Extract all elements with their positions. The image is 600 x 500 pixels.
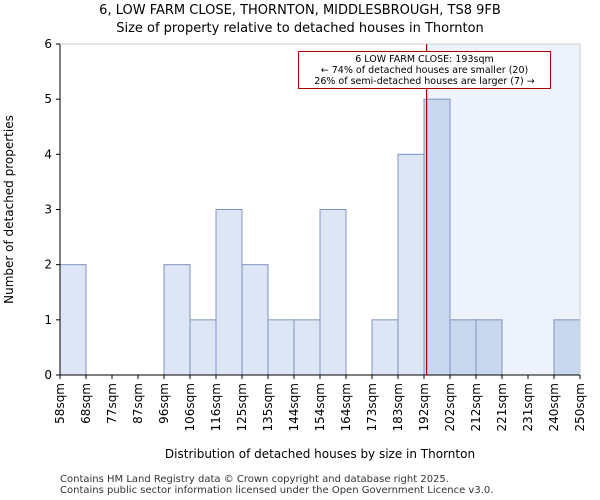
x-tick-label: 192sqm: [417, 383, 431, 431]
x-tick-label: 212sqm: [469, 383, 483, 431]
x-tick-label: 87sqm: [131, 383, 145, 424]
x-tick-label: 58sqm: [53, 383, 67, 424]
x-tick-label: 154sqm: [313, 383, 327, 431]
x-tick-label: 221sqm: [495, 383, 509, 431]
x-tick-label: 144sqm: [287, 383, 301, 431]
x-tick-label: 96sqm: [157, 383, 171, 424]
footer-copyright: Contains HM Land Registry data © Crown c…: [60, 474, 449, 485]
x-tick-label: 106sqm: [183, 383, 197, 431]
chart-title: 6, LOW FARM CLOSE, THORNTON, MIDDLESBROU…: [99, 3, 501, 18]
histogram-bar: [215, 209, 243, 376]
histogram-bar: [371, 319, 399, 376]
histogram-bar: [293, 319, 321, 376]
histogram-bar: [553, 319, 581, 376]
y-tick-label: 4: [44, 147, 52, 161]
annotation-line-2: ← 74% of detached houses are smaller (20…: [320, 65, 529, 76]
y-tick-label: 2: [44, 258, 52, 272]
x-tick-label: 240sqm: [547, 383, 561, 431]
y-axis-label: Number of detached properties: [2, 115, 16, 304]
histogram-bar: [59, 264, 87, 376]
x-tick-label: 250sqm: [573, 383, 587, 431]
x-axis-label: Distribution of detached houses by size …: [165, 447, 475, 461]
histogram-bar: [163, 264, 191, 376]
y-tick-label: 0: [44, 368, 52, 382]
x-tick-label: 135sqm: [261, 383, 275, 431]
x-tick-label: 183sqm: [391, 383, 405, 431]
property-annotation: 6 LOW FARM CLOSE: 193sqm ← 74% of detach…: [298, 51, 551, 89]
x-tick-label: 116sqm: [209, 383, 223, 431]
x-tick-label: 164sqm: [339, 383, 353, 431]
histogram-bar: [267, 319, 295, 376]
y-tick-label: 3: [44, 203, 52, 217]
footer-licence: Contains public sector information licen…: [60, 485, 494, 496]
y-tick-label: 5: [44, 92, 52, 106]
x-tick-label: 77sqm: [105, 383, 119, 424]
y-tick-label: 1: [44, 313, 52, 327]
chart-subtitle: Size of property relative to detached ho…: [116, 21, 484, 36]
x-tick-label: 68sqm: [79, 383, 93, 424]
histogram-bar: [319, 209, 347, 376]
histogram-bar: [475, 319, 503, 376]
y-tick-label: 6: [44, 37, 52, 51]
x-tick-label: 125sqm: [235, 383, 249, 431]
x-tick-label: 173sqm: [365, 383, 379, 431]
histogram-bar: [189, 319, 217, 376]
histogram-bar: [397, 153, 425, 376]
annotation-line-3: 26% of semi-detached houses are larger (…: [314, 76, 535, 87]
x-tick-label: 202sqm: [443, 383, 457, 431]
histogram-bar: [449, 319, 477, 376]
histogram-bar: [241, 264, 269, 376]
x-tick-label: 231sqm: [521, 383, 535, 431]
histogram-bar: [423, 98, 451, 376]
annotation-line-1: 6 LOW FARM CLOSE: 193sqm: [355, 54, 494, 65]
